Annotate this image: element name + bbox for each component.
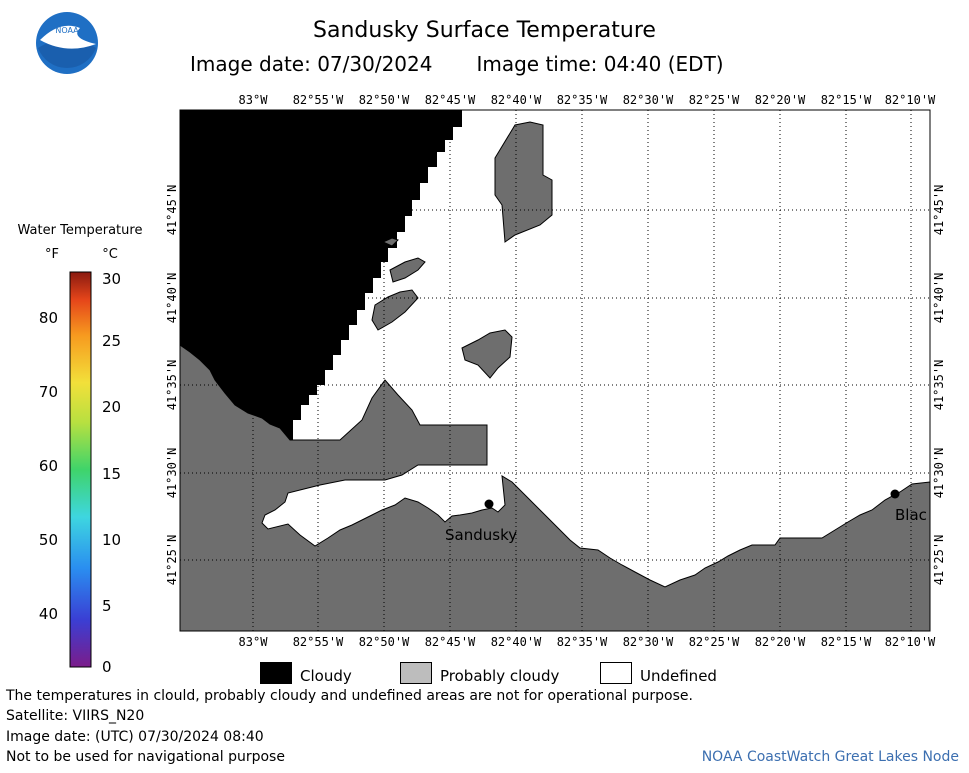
utc-date-text: Image date: (UTC) 07/30/2024 08:40 — [6, 729, 264, 745]
temperature-colorbar: Water Temperature °F °C 40 50 60 70 80 0… — [18, 223, 143, 676]
noaa-logo: NOAA — [36, 12, 98, 74]
lon-label: 82°25'W — [689, 635, 740, 649]
lon-label: 82°40'W — [491, 635, 542, 649]
top-lon-labels: 83°W 82°55'W 82°50'W 82°45'W 82°40'W 82°… — [239, 93, 937, 107]
lon-label: 82°25'W — [689, 93, 740, 107]
lon-label: 82°55'W — [293, 93, 344, 107]
island — [371, 289, 419, 331]
f-tick: 40 — [39, 605, 58, 623]
lon-label: 82°20'W — [755, 635, 806, 649]
land-region — [180, 344, 930, 631]
map-area: Sandusky Blac — [180, 110, 930, 631]
right-lat-labels: 41°45'N 41°40'N 41°35'N 41°30'N 41°25'N — [932, 185, 946, 586]
cloud-region — [180, 110, 462, 440]
lat-label: 41°35'N — [932, 360, 946, 411]
lat-label: 41°30'N — [932, 448, 946, 499]
legend-label-probably-cloudy: Probably cloudy — [440, 667, 560, 685]
colorbar-title: Water Temperature — [18, 223, 143, 238]
image-date-label: Image date: 07/30/2024 — [190, 52, 433, 76]
lon-label: 83°W — [239, 635, 269, 649]
c-tick: 0 — [102, 658, 112, 676]
legend-swatch-cloudy — [260, 662, 292, 684]
left-lat-labels: 41°45'N 41°40'N 41°35'N 41°30'N 41°25'N — [165, 185, 179, 586]
c-tick: 5 — [102, 597, 112, 615]
image-date-time: Image date: 07/30/2024 Image time: 04:40 … — [190, 52, 724, 76]
f-tick: 80 — [39, 309, 58, 327]
island — [381, 237, 399, 247]
lon-label: 82°15'W — [821, 635, 872, 649]
lon-label: 82°15'W — [821, 93, 872, 107]
colorbar-gradient — [69, 271, 92, 668]
island — [389, 257, 426, 283]
place-label-black-river: Blac — [895, 506, 927, 524]
map-title: Sandusky Surface Temperature — [313, 18, 656, 43]
lon-label: 82°20'W — [755, 93, 806, 107]
island — [461, 329, 513, 379]
legend-swatch-probably-cloudy — [400, 662, 432, 684]
lat-label: 41°45'N — [932, 185, 946, 236]
lat-label: 41°45'N — [165, 185, 179, 236]
lon-label: 82°55'W — [293, 635, 344, 649]
lat-label: 41°25'N — [165, 535, 179, 586]
satellite-text: Satellite: VIIRS_N20 — [6, 708, 145, 724]
lon-label: 82°50'W — [359, 93, 410, 107]
bottom-lon-labels: 83°W 82°55'W 82°50'W 82°45'W 82°40'W 82°… — [239, 635, 937, 649]
lon-label: 82°10'W — [885, 635, 936, 649]
nav-warning-text: Not to be used for navigational purpose — [6, 749, 285, 765]
unit-fahrenheit: °F — [45, 247, 59, 262]
c-tick: 30 — [102, 270, 121, 288]
lat-label: 41°40'N — [932, 273, 946, 324]
c-tick: 20 — [102, 398, 121, 416]
lon-label: 82°45'W — [425, 93, 476, 107]
f-tick: 50 — [39, 531, 58, 549]
lat-label: 41°40'N — [165, 273, 179, 324]
legend-swatch-undefined — [600, 662, 632, 684]
c-tick: 15 — [102, 465, 121, 483]
lon-label: 82°40'W — [491, 93, 542, 107]
noaa-logo-text: NOAA — [55, 26, 79, 35]
lon-label: 83°W — [239, 93, 269, 107]
lon-label: 82°50'W — [359, 635, 410, 649]
lon-label: 82°10'W — [885, 93, 936, 107]
lat-label: 41°35'N — [165, 360, 179, 411]
lon-label: 82°30'W — [623, 635, 674, 649]
black-river-marker — [890, 489, 900, 499]
legend-label-undefined: Undefined — [640, 667, 717, 685]
lon-label: 82°35'W — [557, 635, 608, 649]
credit-link[interactable]: NOAA CoastWatch Great Lakes Node — [701, 749, 959, 765]
c-tick: 10 — [102, 531, 121, 549]
f-tick: 60 — [39, 457, 58, 475]
lon-label: 82°35'W — [557, 93, 608, 107]
legend-label-cloudy: Cloudy — [300, 667, 352, 685]
image-time-label: Image time: 04:40 (EDT) — [476, 52, 724, 76]
c-tick: 25 — [102, 332, 121, 350]
sandusky-marker — [484, 499, 494, 509]
place-label-sandusky: Sandusky — [445, 526, 517, 544]
graticule — [180, 110, 930, 631]
f-tick: 70 — [39, 383, 58, 401]
disclaimer-text: The temperatures in clould, probably clo… — [6, 688, 693, 704]
lon-label: 82°45'W — [425, 635, 476, 649]
lat-label: 41°25'N — [932, 535, 946, 586]
island — [494, 121, 553, 243]
lat-label: 41°30'N — [165, 448, 179, 499]
unit-celsius: °C — [102, 247, 118, 262]
lon-label: 82°30'W — [623, 93, 674, 107]
